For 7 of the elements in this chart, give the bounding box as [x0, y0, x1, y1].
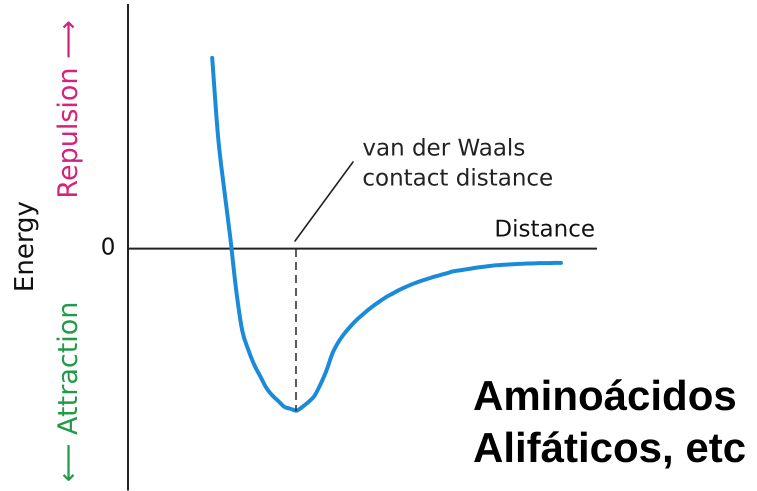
text: Repulsion ⟶: [53, 20, 84, 199]
ref-line-label: 0: [100, 234, 116, 261]
y-axis-title: Energy: [10, 201, 40, 292]
annotation: Aminoácidos Alifáticos, etc: [473, 372, 746, 471]
x-axis-title: Distance: [494, 216, 595, 243]
annotation: van der Waals contact distance: [362, 136, 554, 192]
text: ⟵ Attraction: [53, 302, 84, 482]
